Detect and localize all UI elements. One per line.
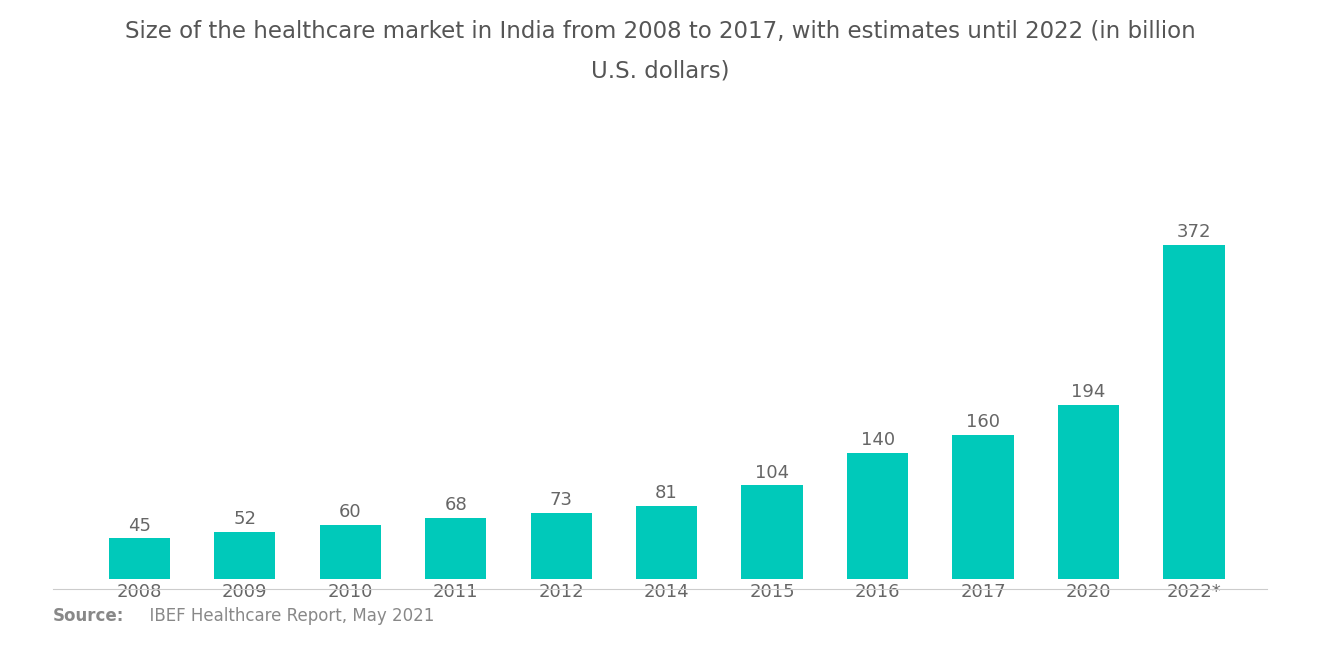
Text: 140: 140 [861, 432, 895, 450]
Text: 52: 52 [234, 510, 256, 528]
Text: 73: 73 [549, 491, 573, 509]
Bar [531, 513, 591, 579]
Bar [742, 485, 803, 579]
Bar [108, 538, 170, 579]
Text: 81: 81 [655, 484, 678, 502]
Bar [1057, 404, 1119, 579]
Bar [319, 525, 380, 579]
Text: 194: 194 [1072, 383, 1106, 401]
Text: U.S. dollars): U.S. dollars) [591, 60, 729, 83]
Bar [847, 453, 908, 579]
Text: 372: 372 [1176, 223, 1212, 241]
Text: 160: 160 [966, 414, 1001, 432]
Text: 60: 60 [339, 503, 362, 521]
Text: 45: 45 [128, 517, 150, 535]
Text: Source:: Source: [53, 607, 124, 625]
Text: 104: 104 [755, 464, 789, 481]
Text: IBEF Healthcare Report, May 2021: IBEF Healthcare Report, May 2021 [139, 607, 434, 625]
Text: 68: 68 [445, 496, 467, 514]
Bar [425, 517, 486, 579]
Bar [953, 435, 1014, 579]
Bar [636, 506, 697, 579]
Text: Size of the healthcare market in India from 2008 to 2017, with estimates until 2: Size of the healthcare market in India f… [124, 20, 1196, 43]
Bar [214, 532, 276, 579]
Bar [1163, 245, 1225, 579]
